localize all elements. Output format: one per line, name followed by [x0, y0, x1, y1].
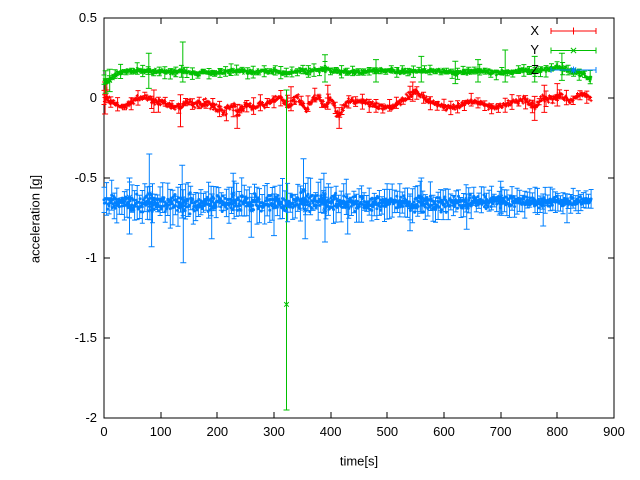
legend-label-z: Z	[531, 62, 539, 77]
x-tick-label: 200	[206, 424, 229, 439]
x-tick-label: 500	[376, 424, 399, 439]
y-tick-label: -1.5	[74, 330, 97, 345]
x-tick-label: 0	[100, 424, 108, 439]
x-tick-label: 400	[319, 424, 342, 439]
y-tick-label: 0.5	[78, 10, 97, 25]
y-tick-label: 0	[89, 90, 97, 105]
legend-label-y: Y	[530, 42, 539, 57]
y-tick-label: -0.5	[74, 170, 97, 185]
x-tick-label: 100	[149, 424, 172, 439]
x-tick-label: 700	[489, 424, 512, 439]
legend-label-x: X	[530, 23, 539, 38]
x-tick-label: 600	[433, 424, 455, 439]
x-axis-title: time[s]	[339, 453, 379, 469]
x-tick-label: 900	[603, 424, 625, 439]
x-tick-label: 300	[263, 424, 285, 439]
y-tick-label: -1	[85, 250, 97, 265]
y-tick-label: -2	[85, 410, 97, 425]
x-tick-label: 800	[546, 424, 569, 439]
